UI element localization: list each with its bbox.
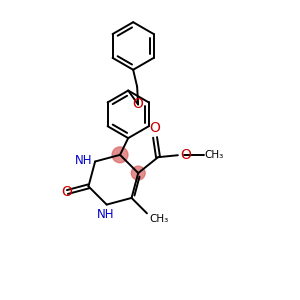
Text: O: O	[180, 148, 191, 162]
Circle shape	[131, 166, 145, 180]
Text: CH₃: CH₃	[205, 150, 224, 160]
Text: CH₃: CH₃	[149, 214, 168, 224]
Text: O: O	[133, 98, 143, 111]
Text: NH: NH	[97, 208, 114, 220]
Text: O: O	[150, 122, 160, 135]
Text: NH: NH	[75, 154, 92, 167]
Text: O: O	[61, 185, 72, 199]
Circle shape	[112, 147, 128, 163]
